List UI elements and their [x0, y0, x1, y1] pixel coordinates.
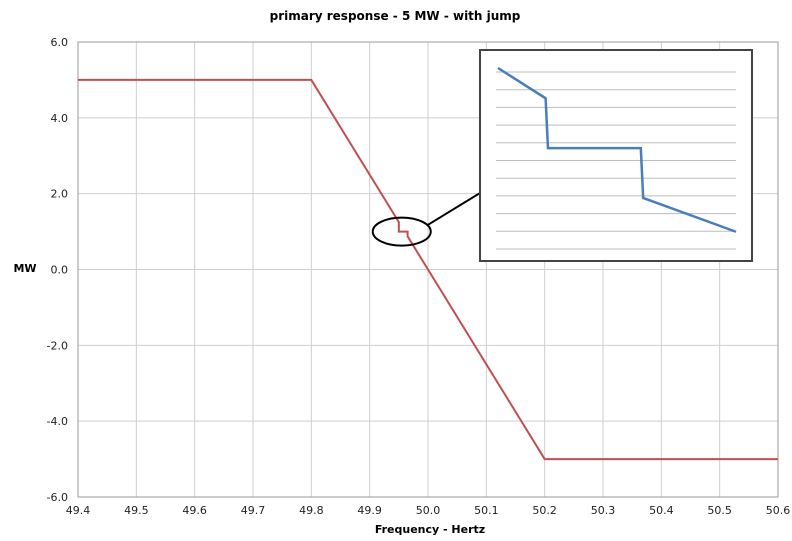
plot-area: [77, 41, 779, 498]
x-tick-label: 49.9: [357, 504, 382, 517]
zoom-circle: [371, 216, 432, 247]
x-tick-label: 50.1: [474, 504, 499, 517]
x-axis: 49.4 49.5 49.6 49.7 49.8 49.9 50.0 50.1 50.2 50.3…: [66, 504, 791, 517]
x-tick-label: 49.5: [124, 504, 149, 517]
x-tick-label: 49.8: [299, 504, 324, 517]
x-tick-label: 49.7: [241, 504, 266, 517]
x-axis-label: Frequency - Hertz: [375, 523, 485, 536]
y-tick-label: 4.0: [51, 112, 69, 125]
y-axis: 6.0 4.0 2.0 0.0 -2.0 -4.0 -6.0: [47, 36, 68, 504]
x-tick-label: 50.6: [766, 504, 791, 517]
x-tick-label: 50.2: [532, 504, 557, 517]
y-tick-label: -2.0: [47, 339, 68, 352]
x-tick-label: 50.3: [591, 504, 616, 517]
x-tick-label: 49.4: [66, 504, 91, 517]
x-tick-label: 49.6: [182, 504, 207, 517]
y-tick-label: -4.0: [47, 415, 68, 428]
y-axis-label: MW: [13, 262, 36, 275]
y-tick-label: -6.0: [47, 491, 68, 504]
x-tick-label: 50.5: [707, 504, 732, 517]
series-line: [78, 78, 778, 461]
x-tick-label: 50.4: [649, 504, 674, 517]
x-tick-label: 50.0: [416, 504, 441, 517]
y-tick-label: 0.0: [51, 264, 69, 277]
zoom-inset: [479, 49, 753, 262]
chart-title: primary response - 5 MW - with jump: [270, 9, 521, 23]
y-tick-label: 6.0: [51, 36, 69, 49]
y-tick-label: 2.0: [51, 188, 69, 201]
inset-line: [497, 66, 737, 233]
